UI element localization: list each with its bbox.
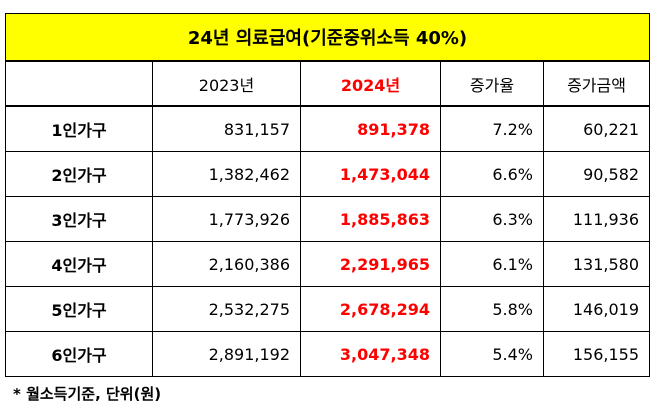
value-2023: 2,532,275 [152, 286, 301, 332]
row-label: 2인가구 [5, 151, 153, 197]
value-2023: 2,160,386 [152, 241, 301, 287]
income-table: 24년 의료급여(기준중위소득 40%) 2023년 2024년 증가율 증가금… [4, 13, 651, 377]
title-row: 24년 의료급여(기준중위소득 40%) [4, 13, 651, 62]
header-rate: 증가율 [440, 60, 544, 107]
table-title: 24년 의료급여(기준중위소득 40%) [4, 13, 651, 62]
value-2024: 2,678,294 [300, 286, 441, 332]
value-amount: 111,936 [542, 196, 651, 242]
header-2023: 2023년 [152, 60, 301, 107]
table-row: 4인가구 2,160,386 2,291,965 6.1% 131,580 [5, 241, 651, 287]
value-2024: 1,885,863 [300, 196, 441, 242]
header-amount: 증가금액 [542, 60, 651, 107]
header-row: 2023년 2024년 증가율 증가금액 [5, 60, 651, 107]
value-2024: 1,473,044 [300, 151, 441, 197]
value-2023: 831,157 [152, 105, 301, 152]
row-label: 3인가구 [5, 196, 153, 242]
row-label: 5인가구 [5, 286, 153, 332]
row-label: 4인가구 [5, 241, 153, 287]
value-amount: 90,582 [542, 151, 651, 197]
header-2024: 2024년 [300, 60, 441, 107]
value-rate: 6.3% [440, 196, 544, 242]
value-2023: 1,773,926 [152, 196, 301, 242]
row-label: 6인가구 [5, 331, 153, 377]
value-amount: 131,580 [542, 241, 651, 287]
value-rate: 7.2% [440, 105, 544, 152]
value-amount: 60,221 [542, 105, 651, 152]
value-rate: 5.8% [440, 286, 544, 332]
value-2024: 891,378 [300, 105, 441, 152]
table-row: 3인가구 1,773,926 1,885,863 6.3% 111,936 [5, 196, 651, 242]
value-rate: 5.4% [440, 331, 544, 377]
table-row: 2인가구 1,382,462 1,473,044 6.6% 90,582 [5, 151, 651, 197]
table-row: 5인가구 2,532,275 2,678,294 5.8% 146,019 [5, 286, 651, 332]
value-rate: 6.6% [440, 151, 544, 197]
value-2024: 2,291,965 [300, 241, 441, 287]
value-2023: 2,891,192 [152, 331, 301, 377]
value-rate: 6.1% [440, 241, 544, 287]
table-row: 6인가구 2,891,192 3,047,348 5.4% 156,155 [5, 331, 651, 377]
value-amount: 156,155 [542, 331, 651, 377]
table-row: 1인가구 831,157 891,378 7.2% 60,221 [5, 105, 651, 152]
value-amount: 146,019 [542, 286, 651, 332]
value-2023: 1,382,462 [152, 151, 301, 197]
value-2024: 3,047,348 [300, 331, 441, 377]
header-empty [5, 60, 153, 107]
row-label: 1인가구 [5, 105, 153, 152]
footnote: * 월소득기준, 단위(원) [13, 385, 162, 403]
